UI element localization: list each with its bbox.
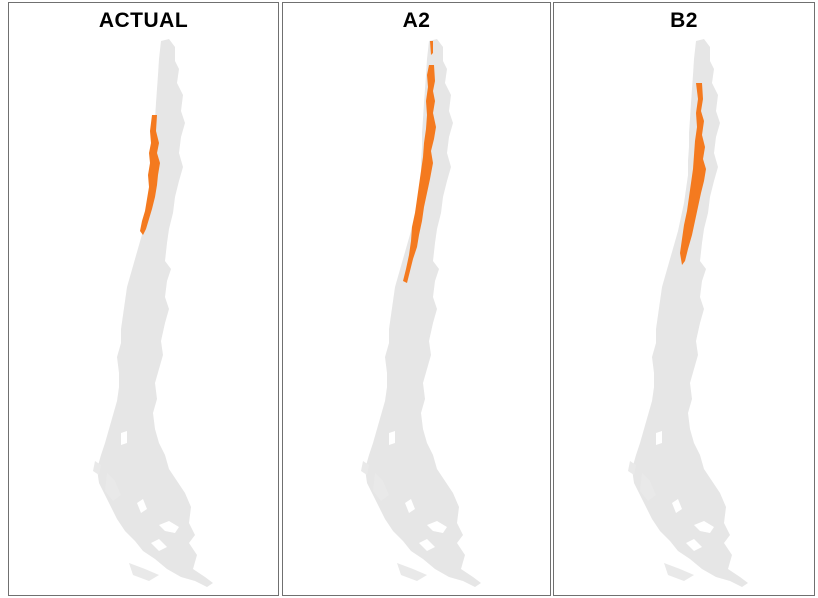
chile-landmass bbox=[628, 39, 748, 587]
map-panel-actual: ACTUAL bbox=[8, 2, 279, 596]
distribution-area-b2 bbox=[680, 83, 706, 265]
panel-title-b2: B2 bbox=[670, 9, 698, 32]
chile-map-b2 bbox=[628, 39, 748, 587]
panel-title-actual: ACTUAL bbox=[98, 9, 189, 32]
distribution-area-a2 bbox=[403, 41, 436, 283]
chile-landmass bbox=[361, 39, 481, 587]
map-panel-b2: B2 bbox=[553, 2, 815, 596]
chile-map-a2 bbox=[361, 39, 481, 587]
chile-map-actual bbox=[93, 39, 213, 587]
panel-title-a2: A2 bbox=[402, 9, 431, 32]
distribution-area-actual bbox=[140, 115, 160, 235]
map-panel-a2: A2 bbox=[282, 2, 551, 596]
